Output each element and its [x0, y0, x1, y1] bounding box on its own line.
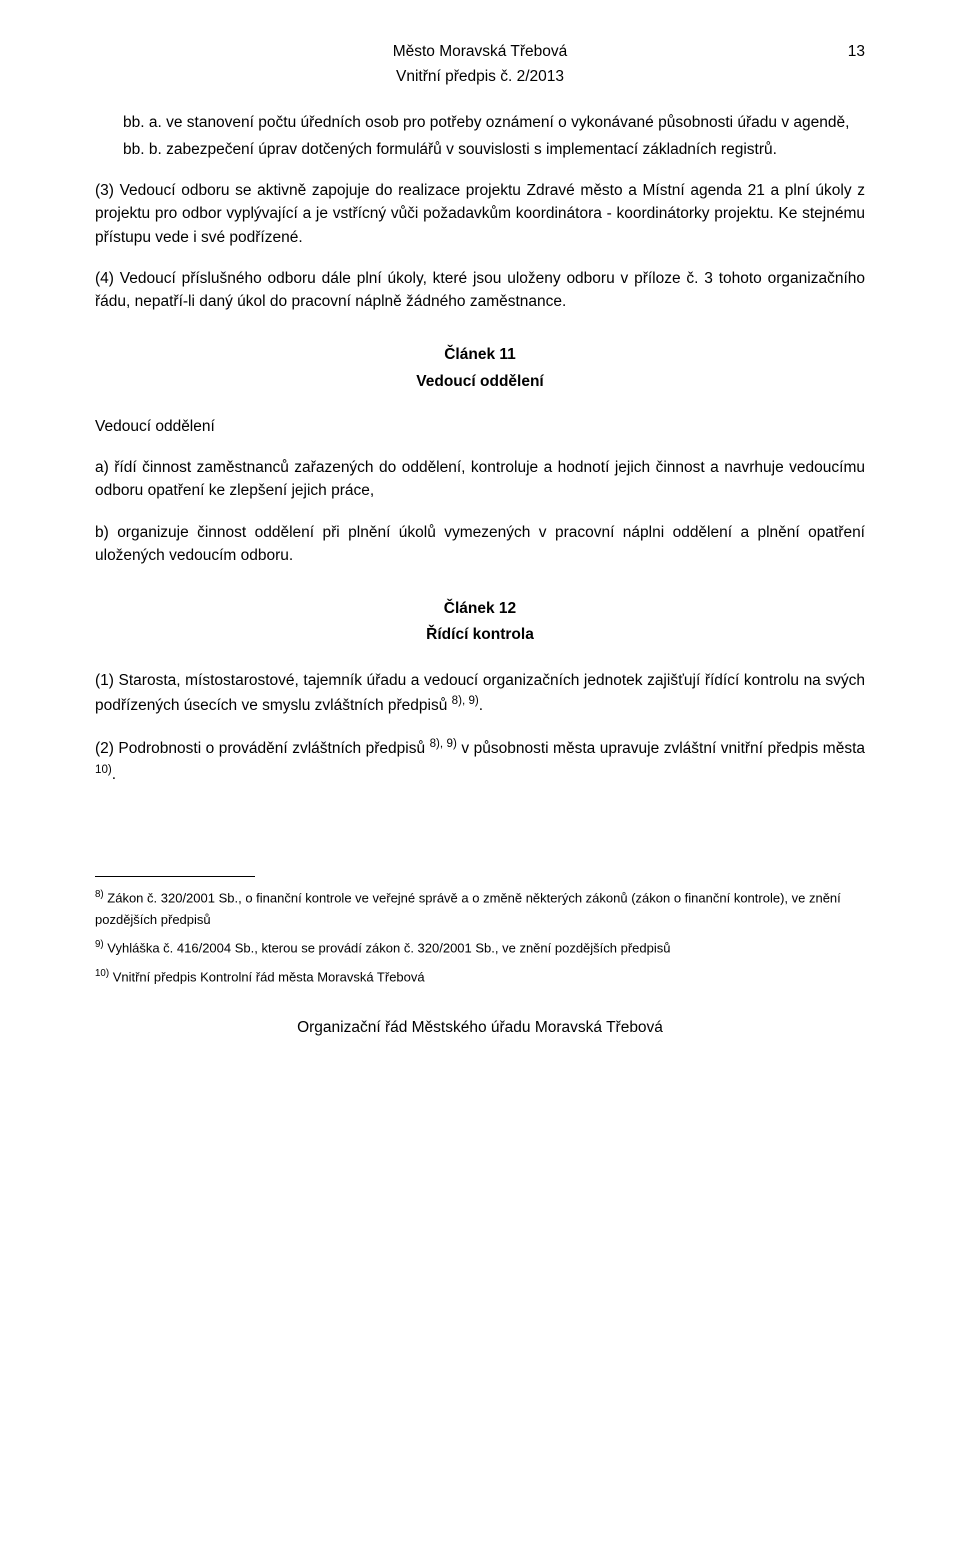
para-12-2: (2) Podrobnosti o provádění zvláštních p… — [95, 735, 865, 786]
para-12-1-sup: 8), 9) — [452, 694, 479, 707]
para-12-2-sup1: 8), 9) — [430, 737, 457, 750]
para-12-2-text-a: (2) Podrobnosti o provádění zvláštních p… — [95, 740, 430, 757]
footnote-9: 9) Vyhláška č. 416/2004 Sb., kterou se p… — [95, 937, 865, 959]
article-12-subtitle: Řídící kontrola — [95, 623, 865, 646]
para-vedouci: Vedoucí oddělení — [95, 415, 865, 438]
para-bb-b: bb. b. zabezpečení úprav dotčených formu… — [123, 138, 865, 161]
footnote-10: 10) Vnitřní předpis Kontrolní řád města … — [95, 966, 865, 988]
para-b: b) organizuje činnost oddělení při plněn… — [95, 521, 865, 568]
page-footer: Organizační řád Městského úřadu Moravská… — [95, 1016, 865, 1039]
footnote-9-sup: 9) — [95, 939, 104, 950]
para-4: (4) Vedoucí příslušného odboru dále plní… — [95, 267, 865, 314]
para-bb-a: bb. a. ve stanovení počtu úředních osob … — [123, 111, 865, 134]
footnote-8-sup: 8) — [95, 889, 104, 900]
footnote-10-sup: 10) — [95, 968, 109, 979]
article-12-title: Článek 12 — [95, 597, 865, 620]
para-12-2-sup2: 10) — [95, 763, 112, 776]
header-regulation: Vnitřní předpis č. 2/2013 — [95, 65, 865, 88]
para-a: a) řídí činnost zaměstnanců zařazených d… — [95, 456, 865, 503]
footnote-8: 8) Zákon č. 320/2001 Sb., o finanční kon… — [95, 887, 865, 932]
para-12-1: (1) Starosta, místostarostové, tajemník … — [95, 669, 865, 718]
article-11-subtitle: Vedoucí oddělení — [95, 370, 865, 393]
header-city: Město Moravská Třebová — [95, 40, 865, 63]
para-12-2-text-c: . — [112, 766, 116, 783]
para-12-2-text-b: v působnosti města upravuje zvláštní vni… — [457, 740, 865, 757]
page-header: Město Moravská Třebová Vnitřní předpis č… — [95, 40, 865, 89]
para-12-1-text-b: . — [479, 697, 483, 714]
footnote-9-text: Vyhláška č. 416/2004 Sb., kterou se prov… — [104, 941, 671, 956]
article-11-title: Článek 11 — [95, 343, 865, 366]
page-number: 13 — [848, 40, 865, 63]
footnote-10-text: Vnitřní předpis Kontrolní řád města Mora… — [109, 969, 425, 984]
footnote-8-text: Zákon č. 320/2001 Sb., o finanční kontro… — [95, 890, 841, 927]
footnote-separator — [95, 876, 255, 877]
para-3: (3) Vedoucí odboru se aktivně zapojuje d… — [95, 179, 865, 249]
